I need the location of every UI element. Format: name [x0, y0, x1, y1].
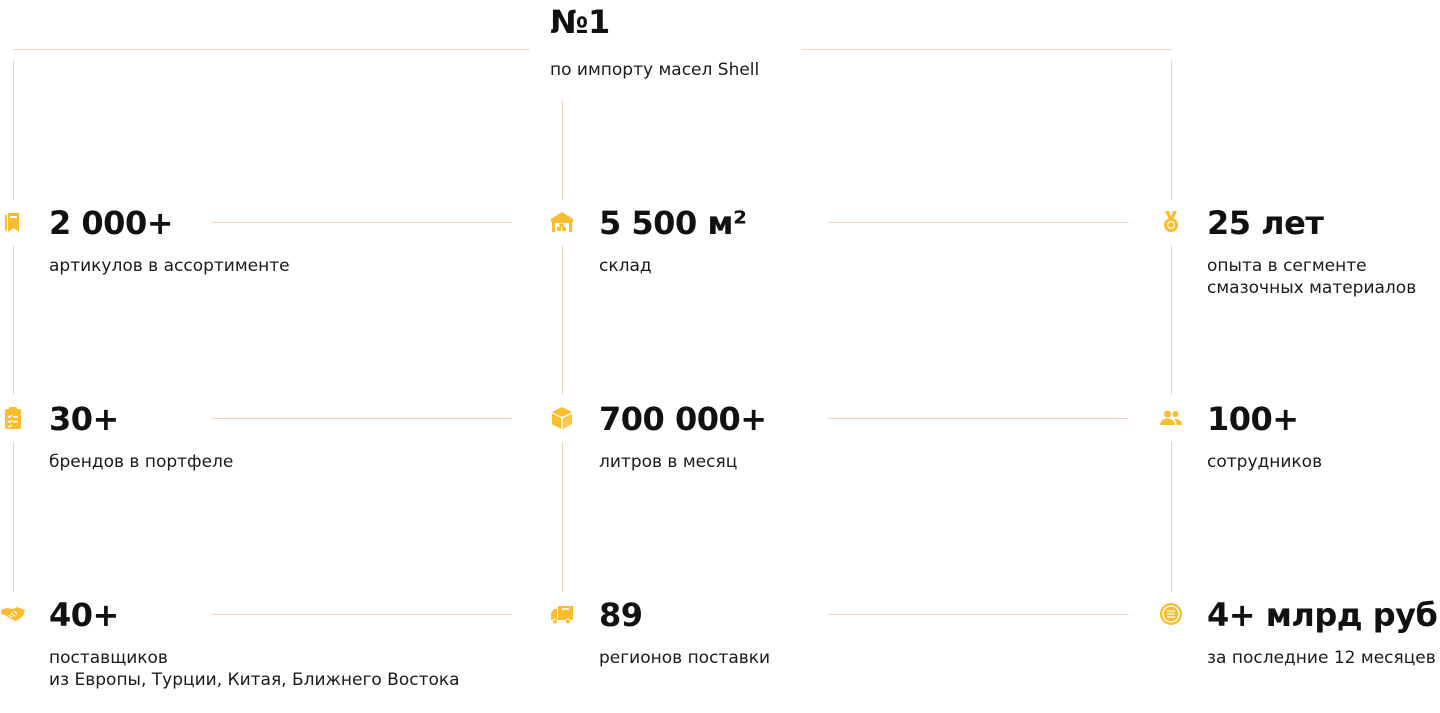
stat-label: за последние 12 месяцев	[1207, 648, 1436, 668]
stat-value: 30+	[49, 400, 119, 438]
divider	[828, 614, 1128, 615]
headline-label: по импорту масел Shell	[550, 60, 760, 80]
stat-value: 100+	[1207, 400, 1299, 438]
stat-label: литров в месяц	[599, 452, 738, 472]
divider	[802, 49, 1172, 50]
stat-label: артикулов в ассортименте	[49, 256, 290, 276]
box-icon	[550, 406, 574, 430]
truck-icon	[550, 602, 574, 626]
divider	[212, 614, 512, 615]
stat-value: 4+ млрд руб	[1207, 596, 1438, 634]
divider	[828, 222, 1128, 223]
clipboard-list-icon	[1, 406, 25, 430]
stat-label: опыта в сегменте смазочных материалов	[1207, 256, 1417, 298]
bookmarks-icon	[1, 210, 25, 234]
stat-value: 2 000+	[49, 204, 174, 242]
divider	[1171, 245, 1172, 395]
stat-label: брендов в портфеле	[49, 452, 234, 472]
stat-value: 5 500 м²	[599, 204, 747, 242]
headline-value: №1	[550, 3, 610, 41]
stat-label: склад	[599, 256, 652, 276]
medal-icon	[1159, 210, 1183, 234]
coin-icon	[1159, 602, 1183, 626]
stat-value: 25 лет	[1207, 204, 1324, 242]
divider	[1171, 442, 1172, 592]
divider	[13, 60, 14, 200]
stat-label: регионов поставки	[599, 648, 771, 668]
stat-value: 40+	[49, 596, 119, 634]
users-icon	[1159, 406, 1183, 430]
divider	[212, 418, 512, 419]
divider	[562, 442, 563, 592]
divider	[13, 442, 14, 592]
divider	[212, 222, 512, 223]
divider	[562, 100, 563, 200]
stat-label: поставщиков из Европы, Турции, Китая, Бл…	[49, 648, 460, 690]
divider	[828, 418, 1128, 419]
warehouse-icon	[550, 210, 574, 234]
divider	[1171, 60, 1172, 200]
stat-value: 700 000+	[599, 400, 767, 438]
stat-label: сотрудников	[1207, 452, 1323, 472]
divider	[13, 245, 14, 395]
divider	[562, 245, 563, 395]
divider	[13, 49, 530, 50]
handshake-icon	[1, 602, 25, 626]
stat-value: 89	[599, 596, 643, 634]
